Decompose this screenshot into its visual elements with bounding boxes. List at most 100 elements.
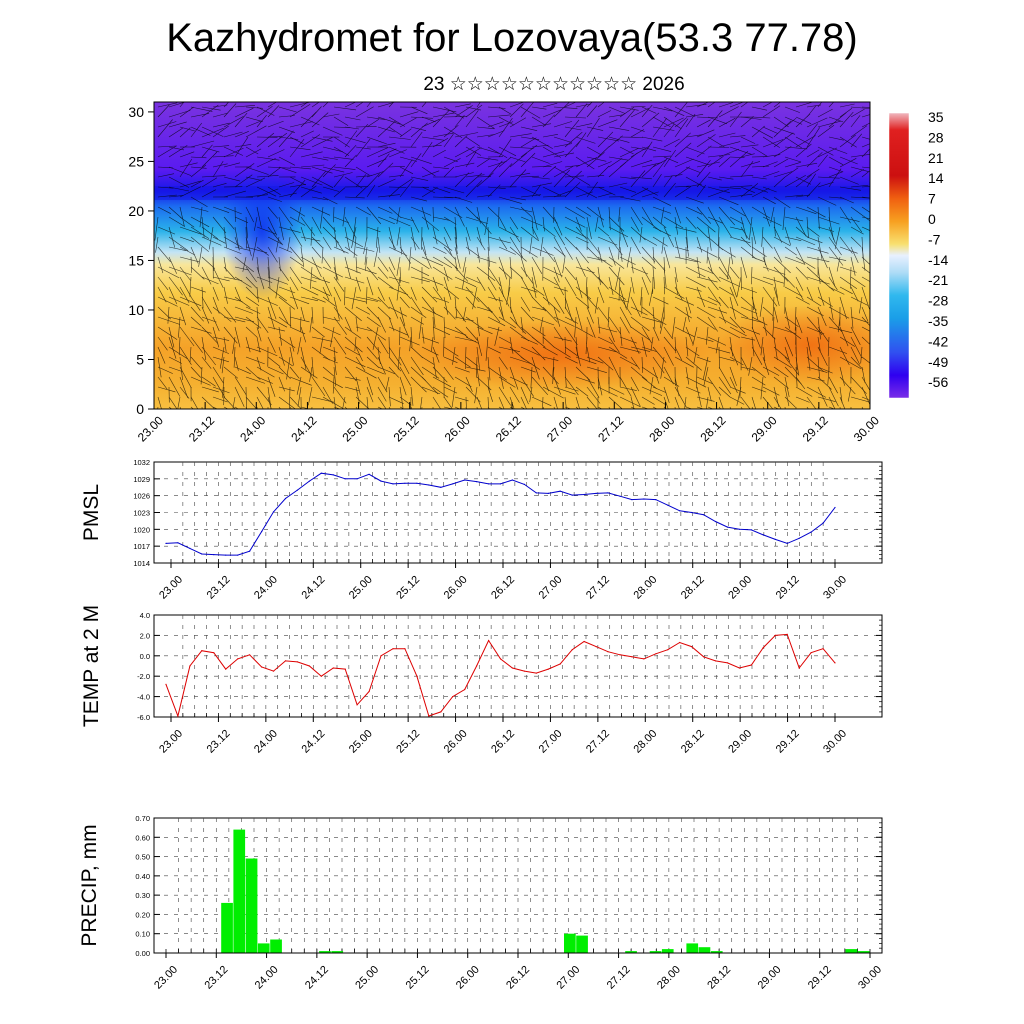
wind-barb [564, 116, 587, 119]
wind-barb [817, 206, 820, 230]
wind-barb [344, 376, 361, 381]
wind-barb [476, 266, 496, 282]
wind-barb [344, 336, 363, 353]
wind-barb [641, 206, 654, 226]
wind-barb [696, 116, 718, 119]
wind-barb [333, 256, 337, 281]
precip-bar [686, 943, 699, 953]
wind-barb [718, 226, 720, 247]
wind-barb [333, 296, 340, 320]
wind-barb [366, 266, 379, 281]
wind-barb [322, 164, 336, 178]
wind-barb [322, 396, 344, 409]
wind-barb [322, 276, 332, 297]
wind-barb [795, 296, 810, 305]
wind-barb [718, 196, 739, 206]
wind-barb [410, 256, 430, 270]
wind-barb [245, 356, 265, 365]
wind-barb [707, 186, 730, 194]
wind-barb [333, 316, 347, 335]
wind-barb [410, 176, 429, 181]
wind-barb [531, 156, 550, 164]
wind-barb [451, 386, 456, 408]
wind-barb [454, 103, 471, 108]
wind-barb [703, 366, 709, 387]
wind-barb [484, 216, 489, 236]
wind-barb [542, 134, 558, 138]
wind-barb [399, 128, 412, 138]
wind-barb [168, 366, 183, 372]
wind-barb [219, 346, 225, 369]
wind-barb [839, 296, 847, 320]
wind-barb [311, 336, 333, 342]
wind-barb [223, 176, 241, 182]
colorbar-label: -35 [928, 313, 948, 329]
wind-barb [245, 120, 262, 128]
wind-barb [421, 116, 436, 123]
wind-barb [355, 102, 364, 108]
wind-barb [520, 366, 536, 373]
wind-barb [506, 286, 511, 305]
wind-barb [157, 336, 168, 351]
x-tick-label: 25.00 [347, 728, 375, 756]
wind-barb [157, 246, 171, 263]
data-point [523, 483, 526, 485]
wind-barb [839, 103, 855, 108]
wind-barb [861, 186, 870, 188]
wind-barb [465, 180, 483, 198]
wind-barb [190, 326, 212, 334]
wind-barb [520, 356, 540, 370]
wind-barb [443, 186, 465, 194]
wind-barb [784, 406, 786, 409]
wind-barb [729, 286, 739, 307]
data-point [810, 531, 812, 533]
wind-barb [355, 386, 360, 404]
wind-barb [641, 356, 643, 373]
data-point [822, 648, 824, 650]
colorbar-label: -56 [928, 374, 948, 390]
wind-barb [476, 134, 495, 138]
wind-barb [388, 146, 405, 154]
x-tick-label: 25.00 [339, 413, 370, 444]
wind-barb [494, 326, 500, 346]
wind-barb [476, 156, 499, 161]
wind-barb [847, 386, 852, 402]
wind-barb [762, 306, 774, 317]
wind-barb [520, 376, 534, 397]
wind-barb [839, 366, 845, 386]
wind-barb [542, 206, 558, 224]
wind-barb [751, 276, 774, 286]
wind-barb [311, 326, 325, 338]
wind-barb [366, 102, 372, 108]
y-tick-label: 0.30 [135, 891, 150, 900]
colorbar-label: -14 [928, 252, 948, 268]
wind-barb [652, 206, 672, 214]
wind-barb [641, 136, 663, 142]
wind-barb [366, 158, 387, 168]
wind-barb [597, 326, 618, 333]
wind-barb [476, 336, 483, 356]
wind-barb [234, 107, 254, 118]
wind-barb [399, 178, 413, 188]
wind-barb [223, 146, 244, 156]
wind-barb [355, 396, 369, 409]
wind-barb [443, 386, 458, 394]
wind-barb [817, 396, 836, 402]
wind-barb [806, 105, 817, 118]
wind-barb [432, 106, 457, 113]
wind-barb [267, 186, 281, 196]
wind-barb [388, 266, 401, 287]
wind-barb [608, 182, 628, 188]
wind-barb [685, 176, 706, 189]
wind-barb [487, 106, 506, 109]
wind-barb [685, 336, 689, 357]
wind-barb [509, 376, 528, 386]
data-point [559, 663, 561, 665]
series-line [165, 472, 836, 556]
wind-barb [762, 216, 782, 226]
data-point [511, 667, 513, 669]
data-point [667, 649, 669, 651]
wind-barb [179, 376, 188, 399]
data-point [488, 483, 490, 485]
wind-barb [531, 286, 545, 296]
